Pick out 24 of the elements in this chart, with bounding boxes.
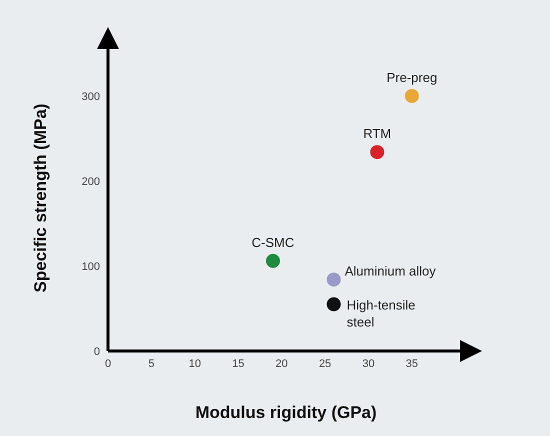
- point: [326, 297, 341, 312]
- x-tick-label: 20: [276, 358, 288, 370]
- y-tick-label: 0: [94, 346, 100, 358]
- series-label: Aluminium alloy: [344, 264, 436, 279]
- series-label: High-tensile steel: [346, 297, 416, 330]
- x-tick-label: 35: [406, 358, 418, 370]
- x-tick-label: 0: [104, 358, 112, 370]
- y-tick-label: 200: [82, 176, 100, 188]
- x-tick-label: 30: [362, 358, 375, 370]
- point: [326, 272, 341, 287]
- x-tick-label: 25: [318, 358, 332, 370]
- point: [370, 145, 384, 160]
- point: [404, 89, 419, 103]
- y-tick-label: 100: [82, 260, 100, 273]
- series-label: Pre-preg: [386, 70, 438, 85]
- y-tick-label: 300: [82, 90, 100, 103]
- y-axis-title: Specific strength (MPa): [31, 104, 50, 292]
- x-axis-title: Modulus rigidity (GPa): [195, 403, 377, 422]
- x-tick-label: 15: [232, 358, 244, 370]
- series-label: C-SMC: [252, 234, 294, 250]
- x-tick-label: 5: [148, 358, 154, 370]
- point: [266, 254, 280, 268]
- x-tick-label: 10: [188, 358, 201, 370]
- series-label: RTM: [363, 126, 392, 142]
